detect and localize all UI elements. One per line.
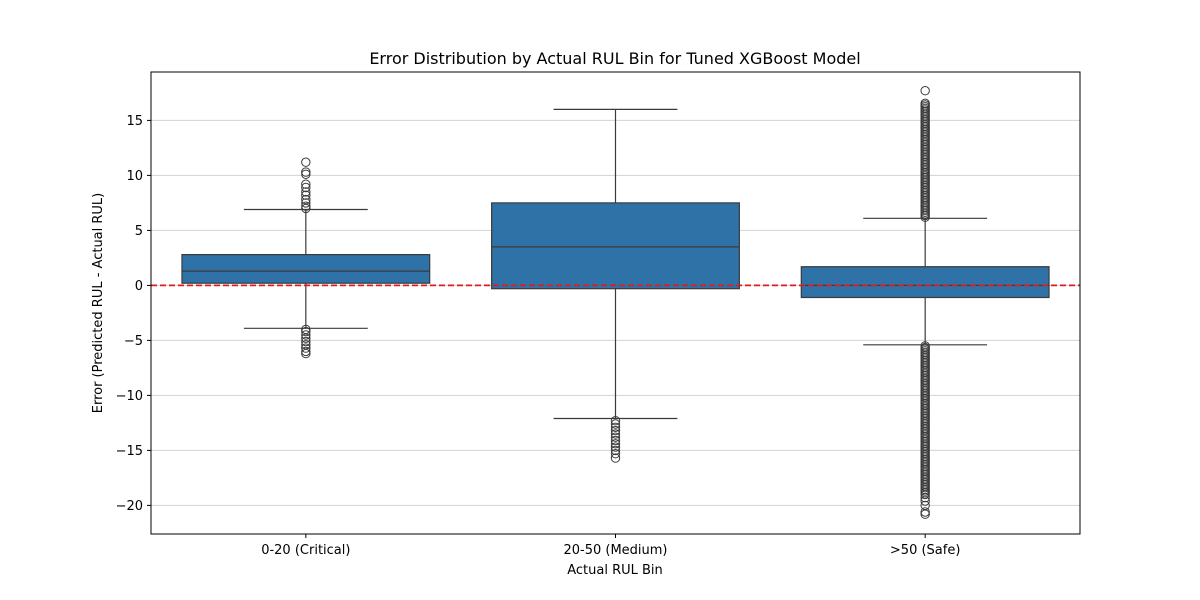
outlier-point [610, 453, 621, 463]
x-tick-label: 20-50 (Medium) [563, 543, 667, 558]
outlier-point [301, 346, 311, 357]
outlier-point [301, 201, 311, 211]
y-tick-label: 5 [135, 224, 143, 239]
outlier-point [610, 429, 621, 439]
iqr-box [491, 202, 740, 290]
box-1 [491, 108, 740, 463]
outlier-point [610, 439, 621, 449]
iqr-box [181, 254, 431, 284]
y-tick-label: −20 [116, 499, 143, 514]
y-tick-label: −10 [116, 389, 143, 404]
chart-title: Error Distribution by Actual RUL Bin for… [369, 49, 860, 68]
outlier-point [301, 187, 311, 197]
outlier-point [301, 326, 311, 337]
outlier-point [301, 343, 311, 353]
outlier-point [920, 507, 930, 517]
outlier-point [610, 416, 621, 426]
outlier-point [301, 348, 311, 359]
outlier-point [920, 98, 930, 109]
outlier-point [610, 449, 621, 459]
x-tick-label: >50 (Safe) [890, 543, 961, 558]
y-axis-label: Error (Predicted RUL - Actual RUL) [91, 193, 106, 414]
y-axis: −20 −15 −10 −5 0 5 10 15 [116, 114, 151, 514]
iqr-box [800, 266, 1050, 299]
outlier-point [301, 182, 311, 193]
outlier-point [920, 86, 930, 96]
x-axis-label: Actual RUL Bin [567, 563, 663, 578]
outlier-point [301, 190, 311, 200]
outlier-point [610, 435, 621, 446]
box-2 [800, 86, 1050, 519]
outlier-point [920, 341, 930, 351]
x-axis: 0-20 (Critical) 20-50 (Medium) >50 (Safe) [261, 534, 960, 558]
outlier-point [301, 169, 311, 180]
y-tick-label: 0 [135, 279, 143, 294]
boxes [181, 86, 1050, 519]
box-0 [181, 157, 431, 359]
outlier-point [301, 167, 311, 177]
outlier-point [610, 425, 621, 436]
outlier-point [610, 419, 621, 429]
outlier-point [301, 194, 311, 205]
y-tick-label: 15 [126, 114, 143, 129]
outlier-point [301, 330, 311, 340]
outlier-point [610, 445, 621, 456]
outlier-point [301, 179, 311, 189]
outlier-point [610, 442, 621, 452]
x-tick-label: 0-20 (Critical) [261, 543, 350, 558]
outlier-point [301, 336, 311, 347]
outlier-point [301, 198, 311, 208]
y-tick-label: 10 [126, 169, 143, 184]
outlier-point [610, 432, 621, 442]
outlier-point [920, 509, 930, 519]
outlier-point [301, 333, 311, 343]
y-tick-label: −5 [124, 334, 143, 349]
y-tick-label: −15 [116, 444, 143, 459]
outlier-point [301, 157, 311, 167]
outlier-point [610, 422, 621, 432]
